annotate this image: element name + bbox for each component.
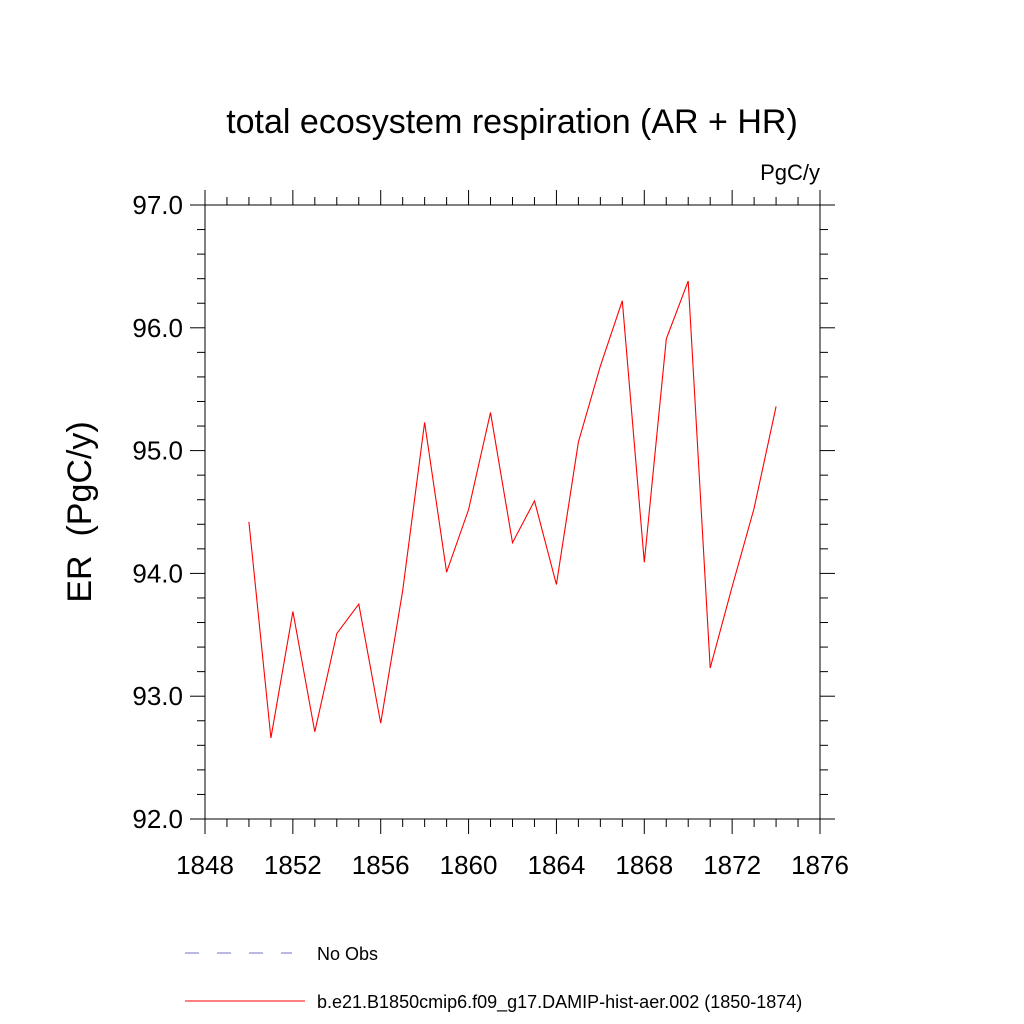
x-tick-label: 1848 [176,850,234,880]
series-line [248,280,777,739]
y-tick-label: 96.0 [132,313,183,343]
data-point [402,590,404,592]
data-point [270,737,272,739]
data-point [314,731,316,733]
y-tick-label: 93.0 [132,681,183,711]
units-label: PgC/y [760,160,820,185]
data-point [665,338,667,340]
legend: No Obs b.e21.B1850cmip6.f09_g17.DAMIP-his… [185,944,802,1013]
x-tick-label: 1868 [615,850,673,880]
x-tick-label: 1872 [703,850,761,880]
data-point [556,584,558,586]
data-point [709,667,711,669]
x-tick-label: 1852 [264,850,322,880]
data-point [731,586,733,588]
series-group [248,280,777,739]
y-axis-ticks: 92.0 93.0 94.0 95.0 96.0 97.0 [132,190,835,834]
x-tick-label: 1856 [352,850,410,880]
data-point [248,521,250,523]
y-tick-label: 95.0 [132,436,183,466]
x-tick-label: 1864 [528,850,586,880]
plot-frame [204,204,821,820]
data-point [622,300,624,302]
data-point [753,508,755,510]
data-point [292,611,294,613]
x-axis-ticks: 1848 1852 1856 1860 1864 1868 1872 1876 [176,190,849,880]
y-tick-label: 94.0 [132,558,183,588]
data-point [424,422,426,424]
chart-title: total ecosystem respiration (AR + HR) [226,103,798,141]
data-point [380,722,382,724]
data-point [600,365,602,367]
data-point [775,406,777,408]
data-point [687,280,689,282]
data-point [446,571,448,573]
y-axis-label: ER (PgC/y) [61,421,99,602]
data-point [512,542,514,544]
data-point [468,509,470,511]
data-point [358,603,360,605]
legend-label: No Obs [317,944,378,964]
data-point [534,500,536,502]
data-point [490,412,492,414]
x-tick-label: 1860 [440,850,498,880]
data-point [336,633,338,635]
data-point [643,562,645,564]
legend-label: b.e21.B1850cmip6.f09_g17.DAMIP-hist-aer.… [317,992,802,1013]
y-tick-label: 97.0 [132,190,183,220]
x-tick-label: 1876 [791,850,849,880]
y-tick-label: 92.0 [132,804,183,834]
data-point [578,441,580,443]
